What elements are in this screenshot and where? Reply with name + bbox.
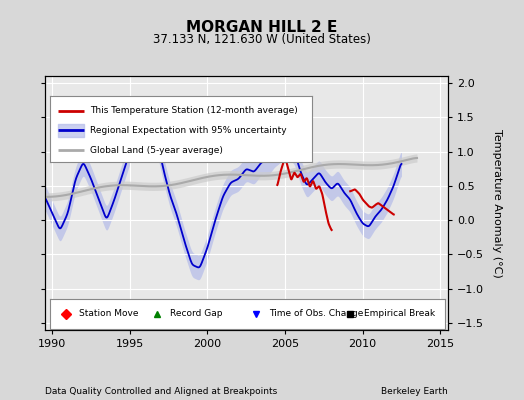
Text: Berkeley Earth: Berkeley Earth bbox=[381, 387, 448, 396]
Y-axis label: Temperature Anomaly (°C): Temperature Anomaly (°C) bbox=[492, 129, 502, 277]
Text: MORGAN HILL 2 E: MORGAN HILL 2 E bbox=[187, 20, 337, 36]
Text: Empirical Break: Empirical Break bbox=[364, 309, 435, 318]
Text: 37.133 N, 121.630 W (United States): 37.133 N, 121.630 W (United States) bbox=[153, 34, 371, 46]
Text: Station Move: Station Move bbox=[80, 309, 139, 318]
Text: Time of Obs. Change: Time of Obs. Change bbox=[269, 309, 364, 318]
Text: Global Land (5-year average): Global Land (5-year average) bbox=[90, 146, 223, 155]
Text: Regional Expectation with 95% uncertainty: Regional Expectation with 95% uncertaint… bbox=[90, 126, 287, 135]
Text: This Temperature Station (12-month average): This Temperature Station (12-month avera… bbox=[90, 106, 298, 115]
Text: Data Quality Controlled and Aligned at Breakpoints: Data Quality Controlled and Aligned at B… bbox=[45, 387, 277, 396]
Text: Record Gap: Record Gap bbox=[170, 309, 223, 318]
